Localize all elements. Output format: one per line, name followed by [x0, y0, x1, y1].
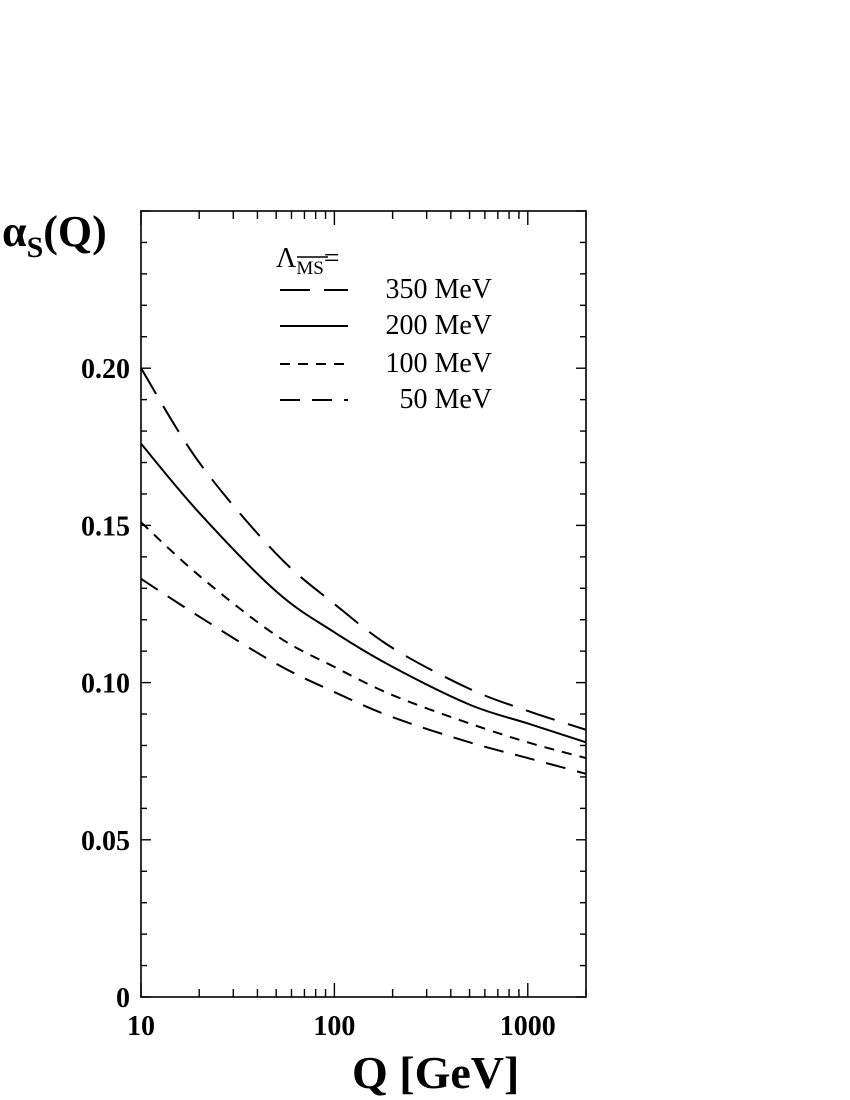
x-tick-label: 1000: [500, 1011, 556, 1042]
legend-entries: 350 MeV 200 MeV 100 MeV 50 MeV: [280, 274, 492, 415]
legend-title: ΛMS=: [276, 243, 340, 279]
x-axis-label: Q [GeV]: [352, 1047, 519, 1098]
y-axis-label-main: α: [2, 207, 27, 256]
series-line: [140, 443, 587, 744]
legend-title-symbol: Λ: [276, 243, 297, 274]
series-line: [140, 578, 587, 775]
legend-label: 200 MeV: [385, 310, 492, 341]
y-axis-label-tail: (Q): [43, 207, 107, 256]
legend-label: 50 MeV: [392, 384, 492, 415]
x-tick-label: 100: [313, 1011, 355, 1042]
y-axis-label-sub: S: [27, 231, 44, 264]
legend-label: 350 MeV: [385, 274, 492, 305]
legend-label: 100 MeV: [385, 348, 492, 379]
y-tick-labels: 0 0.05 0.10 0.15 0.20: [81, 354, 130, 1014]
curves: [140, 367, 587, 775]
legend-title-tail: =: [324, 243, 340, 274]
y-tick-label: 0.20: [81, 354, 130, 385]
plot-frame: [140, 210, 587, 998]
legend: ΛMS= 350 MeV 200 MeV 100 MeV 50 MeV: [276, 243, 492, 415]
x-tick-labels: 10 100 1000: [127, 1011, 556, 1042]
y-axis-label: αS(Q): [2, 207, 107, 264]
series-line: [140, 367, 587, 731]
y-tick-label: 0.15: [81, 511, 130, 542]
y-tick-label: 0.05: [81, 826, 130, 857]
y-tick-label: 0.10: [81, 669, 130, 700]
axis-ticks: [140, 210, 587, 998]
x-tick-label: 10: [127, 1011, 155, 1042]
legend-title-sub: MS: [296, 258, 323, 279]
series-line: [140, 521, 587, 760]
y-tick-label: 0: [116, 983, 130, 1014]
